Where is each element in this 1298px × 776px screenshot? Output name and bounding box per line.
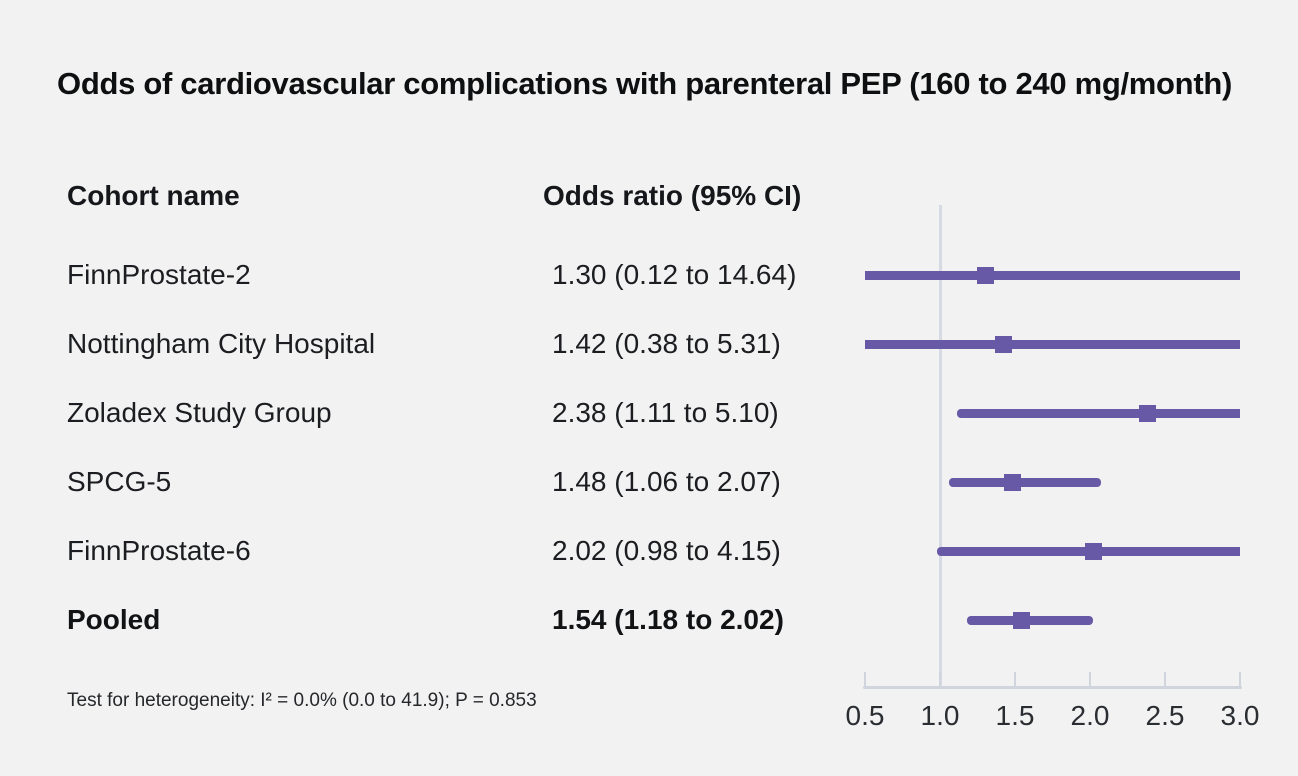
point-estimate-marker xyxy=(994,336,1012,353)
table-row: FinnProstate-6 2.02 (0.98 to 4.15) xyxy=(0,530,860,572)
point-estimate-marker xyxy=(1138,405,1156,422)
odds-ratio-value: 2.38 (1.11 to 5.10) xyxy=(552,397,779,428)
odds-ratio-value: 1.42 (0.38 to 5.31) xyxy=(552,328,781,359)
x-axis-tick-label: 2.0 xyxy=(1070,700,1110,731)
ci-line xyxy=(949,478,1101,487)
column-header-odds-ratio: Odds ratio (95% CI) xyxy=(543,180,802,211)
odds-ratio-value: 2.02 (0.98 to 4.15) xyxy=(552,535,781,566)
point-estimate-marker xyxy=(976,267,994,284)
ci-line xyxy=(865,340,1240,349)
x-axis-tick xyxy=(1088,672,1092,686)
point-estimate-marker-pooled xyxy=(1012,612,1030,629)
table-row: Zoladex Study Group 2.38 (1.11 to 5.10) xyxy=(0,392,860,434)
x-axis-tick-label: 2.5 xyxy=(1145,700,1185,731)
ci-line-pooled xyxy=(967,616,1093,625)
table-row: Nottingham City Hospital 1.42 (0.38 to 5… xyxy=(0,323,860,365)
table-row: SPCG-5 1.48 (1.06 to 2.07) xyxy=(0,461,860,503)
heterogeneity-note: Test for heterogeneity: I² = 0.0% (0.0 t… xyxy=(67,690,537,711)
table-row-pooled: Pooled 1.54 (1.18 to 2.02) xyxy=(0,599,860,641)
x-axis-tick xyxy=(1163,672,1167,686)
column-header-cohort-name: Cohort name xyxy=(67,180,240,211)
x-axis-line xyxy=(863,686,1242,689)
cohort-name: Zoladex Study Group xyxy=(67,397,332,428)
table-row: FinnProstate-2 1.30 (0.12 to 14.64) xyxy=(0,254,860,296)
cohort-name: SPCG-5 xyxy=(67,466,172,497)
x-axis-tick xyxy=(863,672,867,686)
x-axis-tick-label: 0.5 xyxy=(845,700,885,731)
x-axis-tick xyxy=(1013,672,1017,686)
x-axis-tick-label: 1.0 xyxy=(920,700,960,731)
x-axis-tick xyxy=(1238,672,1242,686)
point-estimate-marker xyxy=(1003,474,1021,491)
ci-line xyxy=(865,271,1240,280)
cohort-name: FinnProstate-6 xyxy=(67,535,251,566)
point-estimate-marker xyxy=(1084,543,1102,560)
cohort-name: FinnProstate-2 xyxy=(67,259,251,290)
x-axis-tick xyxy=(938,672,942,686)
reference-line xyxy=(938,205,942,686)
odds-ratio-value: 1.30 (0.12 to 14.64) xyxy=(552,259,797,290)
cohort-name: Nottingham City Hospital xyxy=(67,328,376,359)
ci-line xyxy=(956,409,1240,418)
odds-ratio-value: 1.48 (1.06 to 2.07) xyxy=(552,466,781,497)
cohort-name-pooled: Pooled xyxy=(67,604,161,635)
figure-title: Odds of cardiovascular complications wit… xyxy=(57,66,1233,101)
odds-ratio-value-pooled: 1.54 (1.18 to 2.02) xyxy=(552,604,784,635)
x-axis-tick-label: 3.0 xyxy=(1220,700,1260,731)
x-axis-tick-label: 1.5 xyxy=(995,700,1035,731)
